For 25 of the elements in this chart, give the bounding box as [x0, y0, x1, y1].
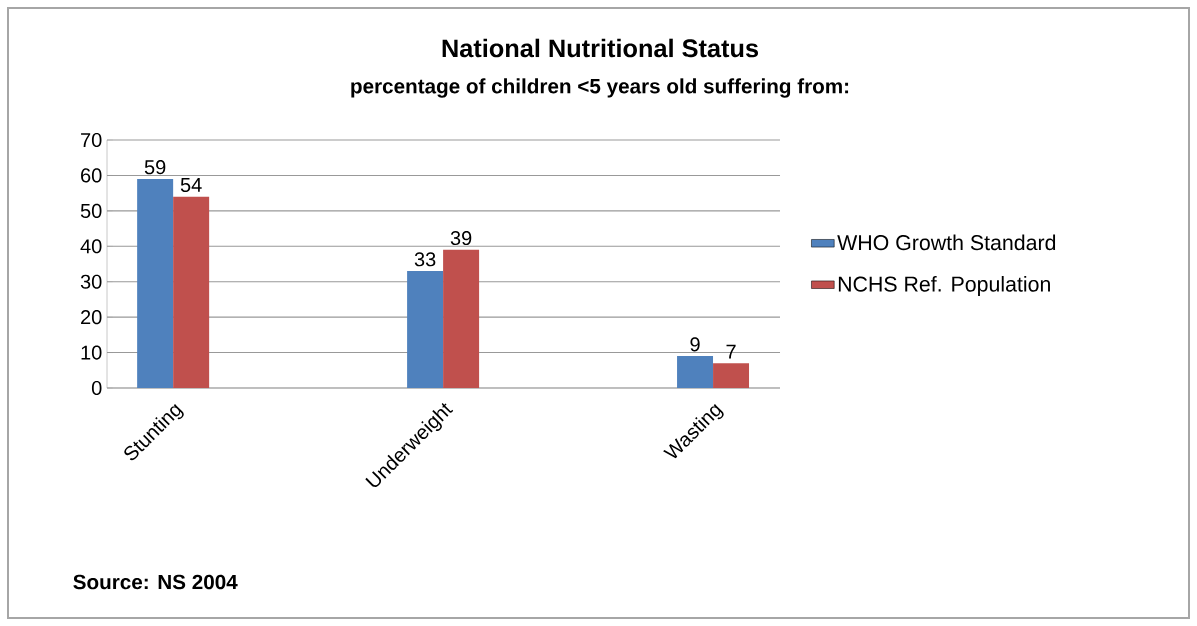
data-label: 54 — [180, 178, 202, 192]
bar — [173, 196, 210, 388]
y-tick-label: 50 — [80, 203, 102, 218]
data-label: 9 — [690, 337, 700, 352]
legend-label: WHO Growth Standard — [837, 234, 1056, 251]
bar — [713, 363, 750, 388]
data-label: 7 — [726, 344, 736, 359]
data-label: 33 — [414, 252, 436, 267]
data-label: 39 — [450, 230, 472, 246]
legend-label: NCHS Ref. Population — [838, 276, 1050, 296]
data-label: 59 — [144, 160, 166, 175]
y-tick-label: 0 — [91, 380, 102, 396]
y-tick-label: 60 — [81, 168, 102, 183]
y-tick-label: 20 — [81, 310, 102, 325]
bar — [443, 249, 480, 388]
y-tick-label: 10 — [81, 345, 102, 360]
bar — [677, 356, 714, 388]
source-note: Source: NS 2004 — [73, 574, 238, 590]
chart-title: National Nutritional Status — [442, 38, 759, 58]
bar — [407, 271, 444, 388]
y-tick-label: 30 — [80, 274, 102, 289]
bar — [137, 178, 174, 388]
y-tick-label: 70 — [81, 132, 102, 148]
y-tick-label: 40 — [80, 239, 102, 254]
chart-subtitle: percentage of children <5 years old suffering from: — [351, 78, 849, 98]
